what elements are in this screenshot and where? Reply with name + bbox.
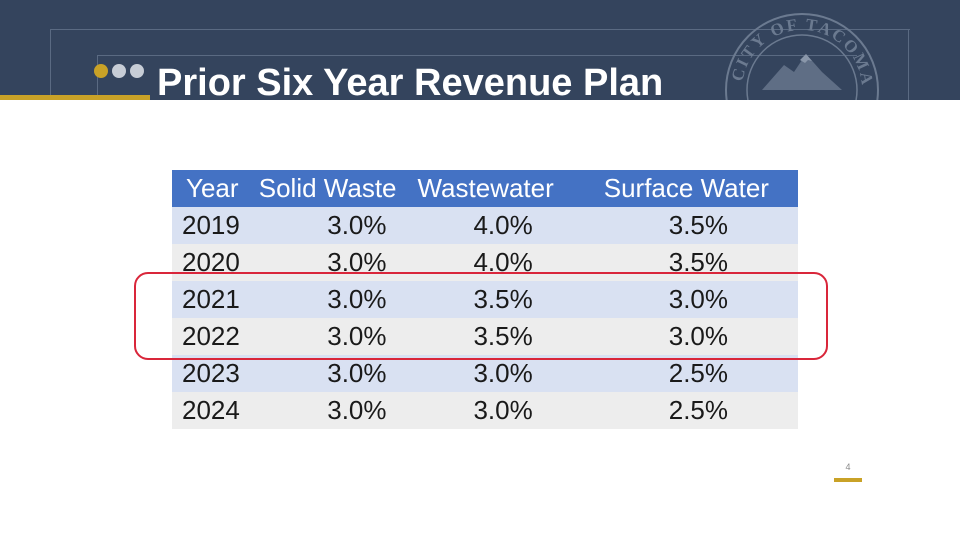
cell-year: 2019 <box>172 207 259 244</box>
cell-year: 2022 <box>172 318 259 355</box>
table-row: 2023 3.0% 3.0% 2.5% <box>172 355 798 392</box>
cell-solid-waste: 3.0% <box>258 355 397 392</box>
cell-solid-waste: 3.0% <box>258 392 397 429</box>
cell-surface-water: 3.0% <box>574 281 798 318</box>
cell-solid-waste: 3.0% <box>258 281 397 318</box>
city-seal-icon: CITY OF TACOMA <box>725 13 879 100</box>
revenue-plan-table: Year Solid Waste Wastewater Surface Wate… <box>172 170 798 429</box>
title-dots <box>94 64 144 78</box>
header-frame-line <box>50 29 910 30</box>
accent-bar <box>834 478 862 482</box>
table-row: 2022 3.0% 3.5% 3.0% <box>172 318 798 355</box>
cell-surface-water: 2.5% <box>574 392 798 429</box>
header-frame-line <box>97 55 857 56</box>
cell-year: 2023 <box>172 355 259 392</box>
slide-header: CITY OF TACOMA Prior Six Year Revenue Pl… <box>0 0 960 100</box>
cell-surface-water: 3.5% <box>574 207 798 244</box>
table-header-row: Year Solid Waste Wastewater Surface Wate… <box>172 170 798 207</box>
cell-wastewater: 3.0% <box>396 355 575 392</box>
grey-dot-icon <box>112 64 126 78</box>
cell-solid-waste: 3.0% <box>258 318 397 355</box>
table-row: 2019 3.0% 4.0% 3.5% <box>172 207 798 244</box>
column-header-surface-water: Surface Water <box>574 170 798 207</box>
cell-solid-waste: 3.0% <box>258 207 397 244</box>
page-number: 4 <box>845 462 851 472</box>
grey-dot-icon <box>130 64 144 78</box>
slide-title: Prior Six Year Revenue Plan <box>157 62 664 100</box>
accent-bar <box>0 95 150 100</box>
gold-dot-icon <box>94 64 108 78</box>
header-frame-line <box>50 29 51 100</box>
header-frame-line <box>908 29 909 100</box>
table-row: 2024 3.0% 3.0% 2.5% <box>172 392 798 429</box>
cell-wastewater: 3.0% <box>396 392 575 429</box>
cell-year: 2021 <box>172 281 259 318</box>
cell-wastewater: 4.0% <box>396 244 575 281</box>
highlight-rows-2021-2022 <box>134 272 828 360</box>
cell-surface-water: 2.5% <box>574 355 798 392</box>
cell-surface-water: 3.0% <box>574 318 798 355</box>
column-header-year: Year <box>172 170 259 207</box>
column-header-wastewater: Wastewater <box>396 170 575 207</box>
cell-wastewater: 3.5% <box>396 318 575 355</box>
cell-wastewater: 3.5% <box>396 281 575 318</box>
cell-year: 2024 <box>172 392 259 429</box>
cell-wastewater: 4.0% <box>396 207 575 244</box>
column-header-solid-waste: Solid Waste <box>258 170 397 207</box>
table-row: 2021 3.0% 3.5% 3.0% <box>172 281 798 318</box>
